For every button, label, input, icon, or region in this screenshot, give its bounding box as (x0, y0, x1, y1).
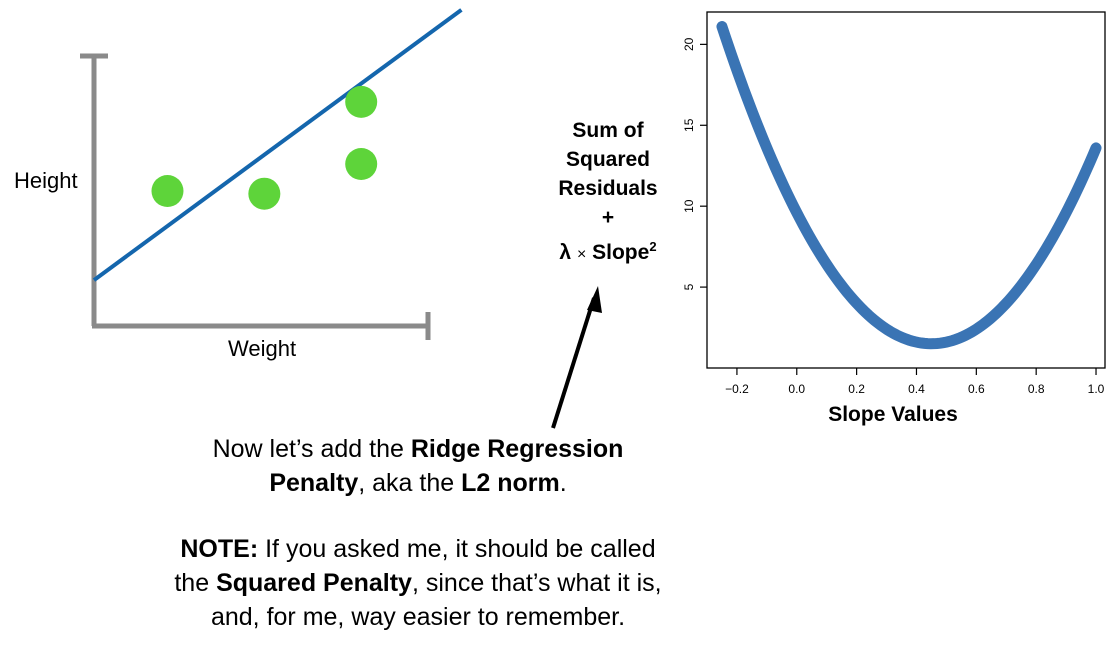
arrow-head-icon (587, 286, 602, 313)
y-tick-label: 5 (682, 283, 696, 290)
x-tick-label: 0.2 (848, 382, 865, 396)
weight-height-plot: Height Weight (14, 8, 463, 361)
caption: Now let’s add the Ridge Regression Penal… (118, 432, 718, 634)
fit-line (92, 8, 463, 282)
caption-text: If you asked me, it should be called (258, 535, 656, 563)
caption-text: . (559, 469, 567, 497)
formula-line-1: Sum of (572, 119, 644, 142)
formula-penalty: λ × Slope2 (520, 232, 696, 269)
caption-text: Now let’s add the (212, 435, 411, 463)
xlabel: Weight (228, 336, 296, 361)
x-tick-label: 1.0 (1088, 382, 1105, 396)
ssr-curve (716, 21, 1102, 350)
slope-word: Slope (592, 241, 650, 264)
caption-line-1: Now let’s add the Ridge Regression (118, 432, 718, 466)
arrow-shaft (551, 297, 596, 429)
caption-bold: Ridge Regression (410, 435, 624, 463)
annotation-arrow (551, 286, 602, 429)
ylabel: Height (14, 168, 78, 193)
caption-text: the (174, 569, 217, 597)
caption-line-4: the Squared Penalty, since that’s what i… (118, 566, 718, 600)
x-tick-label: 0.4 (908, 382, 925, 396)
squared-exponent: 2 (649, 239, 657, 254)
data-point (345, 148, 378, 180)
times-symbol: × (576, 246, 587, 263)
caption-text: , since that’s what it is, (411, 569, 662, 597)
caption-bold: Squared Penalty (216, 569, 412, 597)
x-tick-label: −0.2 (725, 382, 749, 396)
caption-line-3: NOTE: If you asked me, it should be call… (118, 532, 718, 566)
caption-text: , aka the (358, 469, 462, 497)
data-point (345, 85, 378, 118)
curve-ticks: −0.2 0.0 0.2 0.4 0.6 0.8 1.0 5 10 15 20 (682, 37, 1105, 396)
plot-frame (706, 11, 1106, 369)
x-tick-label: 0.0 (788, 382, 805, 396)
y-tick-label: 20 (682, 37, 696, 51)
caption-bold: L2 norm (461, 469, 560, 497)
lambda-symbol: λ (559, 241, 572, 264)
caption-line-5: and, for me, way easier to remember. (118, 600, 718, 634)
x-tick-label: 0.8 (1028, 382, 1045, 396)
scatter-marks (92, 8, 463, 282)
y-tick-label: 10 (682, 199, 696, 213)
cost-formula: Sum of Squared Residuals + λ × Slope2 (520, 116, 696, 269)
caption-text: and, for me, way easier to remember. (210, 603, 626, 631)
formula-line-3: Residuals (558, 177, 658, 200)
data-point (248, 177, 281, 210)
caption-bold: Penalty (269, 469, 359, 497)
y-tick-label: 15 (682, 118, 696, 132)
formula-plus: + (601, 206, 615, 229)
scatter-axes (80, 53, 431, 340)
formula-line-2: Squared (565, 148, 651, 171)
x-tick-label: 0.6 (968, 382, 985, 396)
caption-bold: NOTE: (180, 535, 259, 563)
curve-xlabel: Slope Values (828, 403, 958, 426)
data-point (151, 175, 184, 207)
caption-line-2: Penalty, aka the L2 norm. (118, 466, 718, 500)
